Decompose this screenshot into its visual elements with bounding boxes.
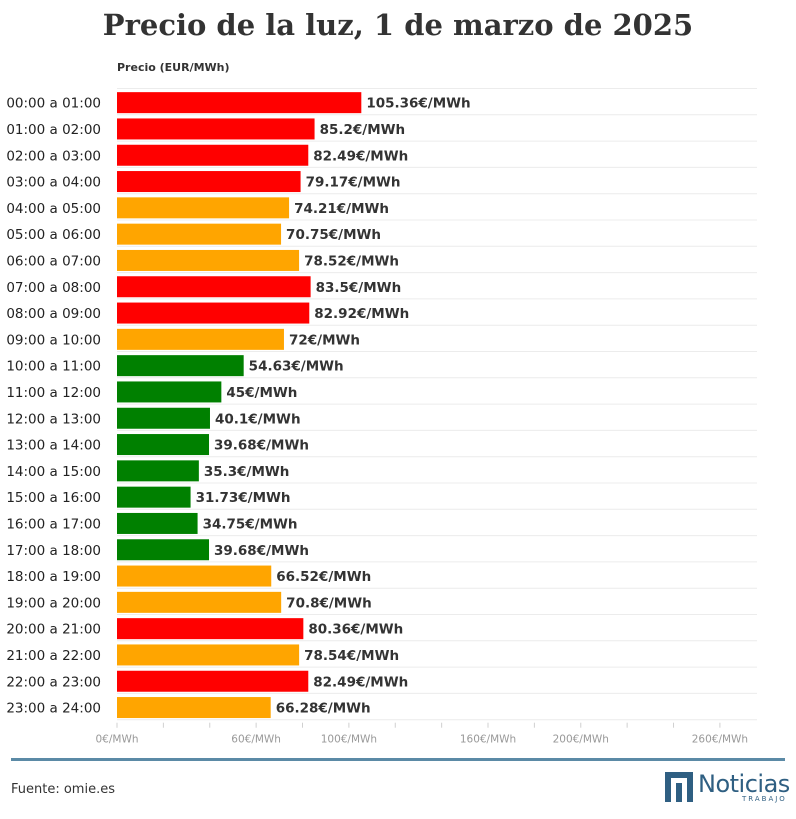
brand-name: Noticias bbox=[698, 770, 790, 798]
data-label: 39.68€/MWh bbox=[214, 438, 309, 454]
bar bbox=[117, 118, 315, 140]
x-tick-label: 0€/MWh bbox=[96, 734, 139, 746]
bar bbox=[117, 302, 310, 324]
x-tick-label: 100€/MWh bbox=[321, 734, 377, 746]
bar bbox=[117, 591, 282, 613]
category-label: 04:00 a 05:00 bbox=[6, 201, 101, 217]
x-tick-label: 160€/MWh bbox=[460, 734, 516, 746]
x-tick-label: 60€/MWh bbox=[231, 734, 281, 746]
bar-chart: 0€/MWh 60€/MWh 100€/MWh 160€/MWh 200€/MWh 260… bbox=[6, 88, 757, 746]
data-label: 105.36€/MWh bbox=[366, 96, 470, 112]
data-label: 45€/MWh bbox=[226, 385, 297, 401]
axis-label: Precio (EUR/MWh) bbox=[117, 61, 230, 74]
bar bbox=[117, 328, 284, 350]
bar bbox=[117, 644, 300, 666]
data-label: 78.54€/MWh bbox=[304, 648, 399, 664]
x-tick-label: 200€/MWh bbox=[553, 734, 609, 746]
data-label: 82.92€/MWh bbox=[314, 306, 409, 322]
category-label: 10:00 a 11:00 bbox=[6, 359, 101, 375]
category-label: 17:00 a 18:00 bbox=[6, 543, 101, 559]
category-label: 08:00 a 09:00 bbox=[6, 306, 101, 322]
category-label: 02:00 a 03:00 bbox=[6, 148, 101, 164]
bar bbox=[117, 355, 244, 377]
category-label: 03:00 a 04:00 bbox=[6, 175, 101, 191]
bar bbox=[117, 460, 199, 482]
category-label: 14:00 a 15:00 bbox=[6, 464, 101, 480]
logo-mark-icon bbox=[665, 772, 693, 802]
data-label: 40.1€/MWh bbox=[215, 411, 301, 427]
category-label: 22:00 a 23:00 bbox=[6, 674, 101, 690]
bar bbox=[117, 276, 311, 298]
bar bbox=[117, 249, 300, 271]
category-label: 00:00 a 01:00 bbox=[6, 96, 101, 112]
category-label: 12:00 a 13:00 bbox=[6, 411, 101, 427]
category-label: 11:00 a 12:00 bbox=[6, 385, 101, 401]
bar bbox=[117, 618, 304, 640]
bar bbox=[117, 223, 282, 245]
category-label: 05:00 a 06:00 bbox=[6, 227, 101, 243]
category-label: 15:00 a 16:00 bbox=[6, 490, 101, 506]
footer-divider bbox=[11, 758, 785, 761]
bar bbox=[117, 171, 301, 193]
data-label: 66.28€/MWh bbox=[276, 701, 371, 717]
data-label: 35.3€/MWh bbox=[204, 464, 290, 480]
data-label: 82.49€/MWh bbox=[313, 148, 408, 164]
data-label: 34.75€/MWh bbox=[203, 516, 298, 532]
data-label: 31.73€/MWh bbox=[196, 490, 291, 506]
category-label: 20:00 a 21:00 bbox=[6, 622, 101, 638]
data-label: 82.49€/MWh bbox=[313, 674, 408, 690]
category-label: 06:00 a 07:00 bbox=[6, 253, 101, 269]
data-label: 72€/MWh bbox=[289, 332, 360, 348]
data-label: 54.63€/MWh bbox=[249, 359, 344, 375]
data-label: 85.2€/MWh bbox=[320, 122, 406, 138]
bar bbox=[117, 670, 309, 692]
data-label: 70.75€/MWh bbox=[286, 227, 381, 243]
category-label: 19:00 a 20:00 bbox=[6, 595, 101, 611]
bar bbox=[117, 407, 210, 429]
data-label: 80.36€/MWh bbox=[308, 622, 403, 638]
brand-logo: Noticias TRABAJO bbox=[665, 770, 790, 804]
bar bbox=[117, 381, 222, 403]
x-tick-label: 260€/MWh bbox=[692, 734, 748, 746]
bar bbox=[117, 197, 290, 219]
category-label: 13:00 a 14:00 bbox=[6, 438, 101, 454]
bar bbox=[117, 144, 309, 166]
data-label: 79.17€/MWh bbox=[306, 175, 401, 191]
data-label: 66.52€/MWh bbox=[276, 569, 371, 585]
category-label: 16:00 a 17:00 bbox=[6, 516, 101, 532]
chart-title: Precio de la luz, 1 de marzo de 2025 bbox=[102, 8, 694, 42]
source-note: Fuente: omie.es bbox=[11, 782, 115, 797]
category-label: 18:00 a 19:00 bbox=[6, 569, 101, 585]
bar bbox=[117, 512, 198, 534]
data-label: 74.21€/MWh bbox=[294, 201, 389, 217]
category-label: 21:00 a 22:00 bbox=[6, 648, 101, 664]
data-label: 83.5€/MWh bbox=[316, 280, 402, 296]
bar bbox=[117, 697, 271, 719]
bar bbox=[117, 565, 272, 587]
data-label: 39.68€/MWh bbox=[214, 543, 309, 559]
bar bbox=[117, 486, 191, 508]
category-label: 23:00 a 24:00 bbox=[6, 701, 101, 717]
category-label: 01:00 a 02:00 bbox=[6, 122, 101, 138]
brand-subtitle: TRABAJO bbox=[742, 795, 787, 803]
category-label: 09:00 a 10:00 bbox=[6, 332, 101, 348]
data-label: 78.52€/MWh bbox=[304, 253, 399, 269]
category-label: 07:00 a 08:00 bbox=[6, 280, 101, 296]
bar bbox=[117, 434, 210, 456]
data-label: 70.8€/MWh bbox=[286, 595, 372, 611]
bar bbox=[117, 92, 362, 114]
bar bbox=[117, 539, 210, 561]
